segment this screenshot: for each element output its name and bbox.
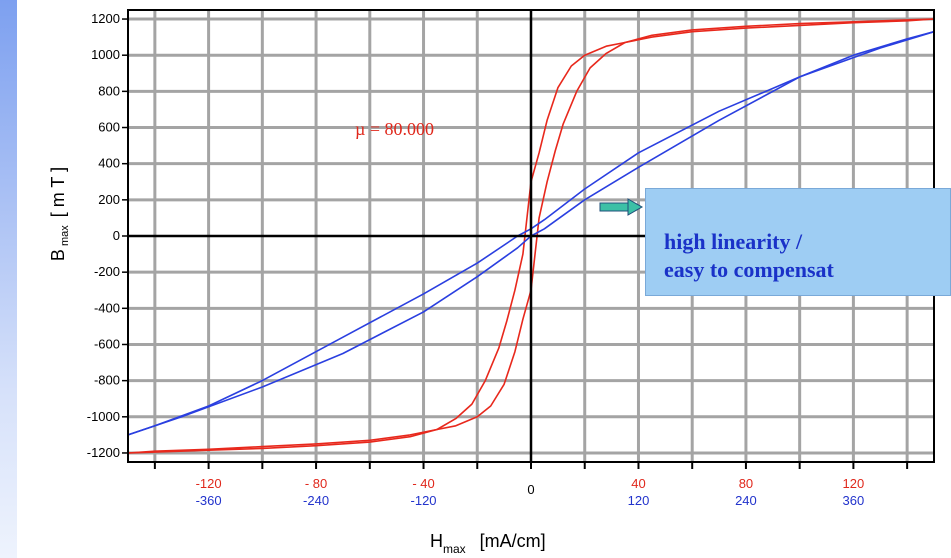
callout-arrow-head (627, 198, 644, 216)
x-tick-label-red: 80 (739, 476, 753, 491)
x-axis-label-main: H (430, 531, 443, 551)
callout-arrow-shaft (599, 202, 630, 212)
curve-series-1 (127, 18, 935, 454)
x-tick-label-blue: 120 (628, 493, 650, 508)
x-tick-label-red: -120 (196, 476, 222, 491)
y-axis-label-unit: [ m T ] (48, 167, 68, 217)
curve-series-0 (127, 18, 935, 454)
x-tick-label-blue: -120 (411, 493, 437, 508)
y-axis-label: Bmax [ m T ] (48, 167, 71, 261)
x-tick-label-red: - 80 (305, 476, 327, 491)
y-tick-label: 200 (98, 192, 120, 207)
y-tick-label: -800 (94, 373, 120, 388)
curve-series-3 (127, 30, 935, 436)
x-tick-label-blue: 240 (735, 493, 757, 508)
x-tick-label-blue: 360 (843, 493, 865, 508)
curve-layer (127, 18, 935, 454)
x-tick-label-blue: -240 (303, 493, 329, 508)
y-axis-label-sub: max (59, 225, 71, 246)
x-axis-label-sub: max (443, 542, 466, 556)
y-tick-label: 1000 (91, 47, 120, 62)
y-axis-label-main: B (48, 249, 68, 261)
callout-arrow (599, 198, 644, 216)
x-tick-label-red: 40 (631, 476, 645, 491)
x-tick-label-red: - 40 (412, 476, 434, 491)
y-tick-label: -1200 (87, 445, 120, 460)
y-tick-label: -200 (94, 264, 120, 279)
x-axis-label-unit: [mA/cm] (480, 531, 546, 551)
mu-annotation: µ = 80.000 (355, 119, 434, 139)
y-tick-label: 600 (98, 120, 120, 135)
y-tick-label: 1200 (91, 11, 120, 26)
y-tick-label: 400 (98, 156, 120, 171)
label-layer: -1200-1000-800-600-400-20002004006008001… (87, 11, 865, 508)
y-tick-label: -1000 (87, 409, 120, 424)
y-tick-label: 800 (98, 83, 120, 98)
y-tick-label: 0 (113, 228, 120, 243)
curve-series-2 (127, 30, 935, 436)
x-tick-label-red: 0 (527, 482, 534, 497)
y-tick-label: -400 (94, 300, 120, 315)
x-tick-label-blue: -360 (196, 493, 222, 508)
callout-box: high linearity / easy to compensat (645, 188, 951, 296)
callout-line-2: easy to compensat (664, 257, 834, 282)
x-axis-label: Hmax [mA/cm] (430, 531, 546, 556)
x-tick-label-red: 120 (843, 476, 865, 491)
callout-line-1: high linearity / (664, 229, 803, 254)
y-tick-label: -600 (94, 336, 120, 351)
